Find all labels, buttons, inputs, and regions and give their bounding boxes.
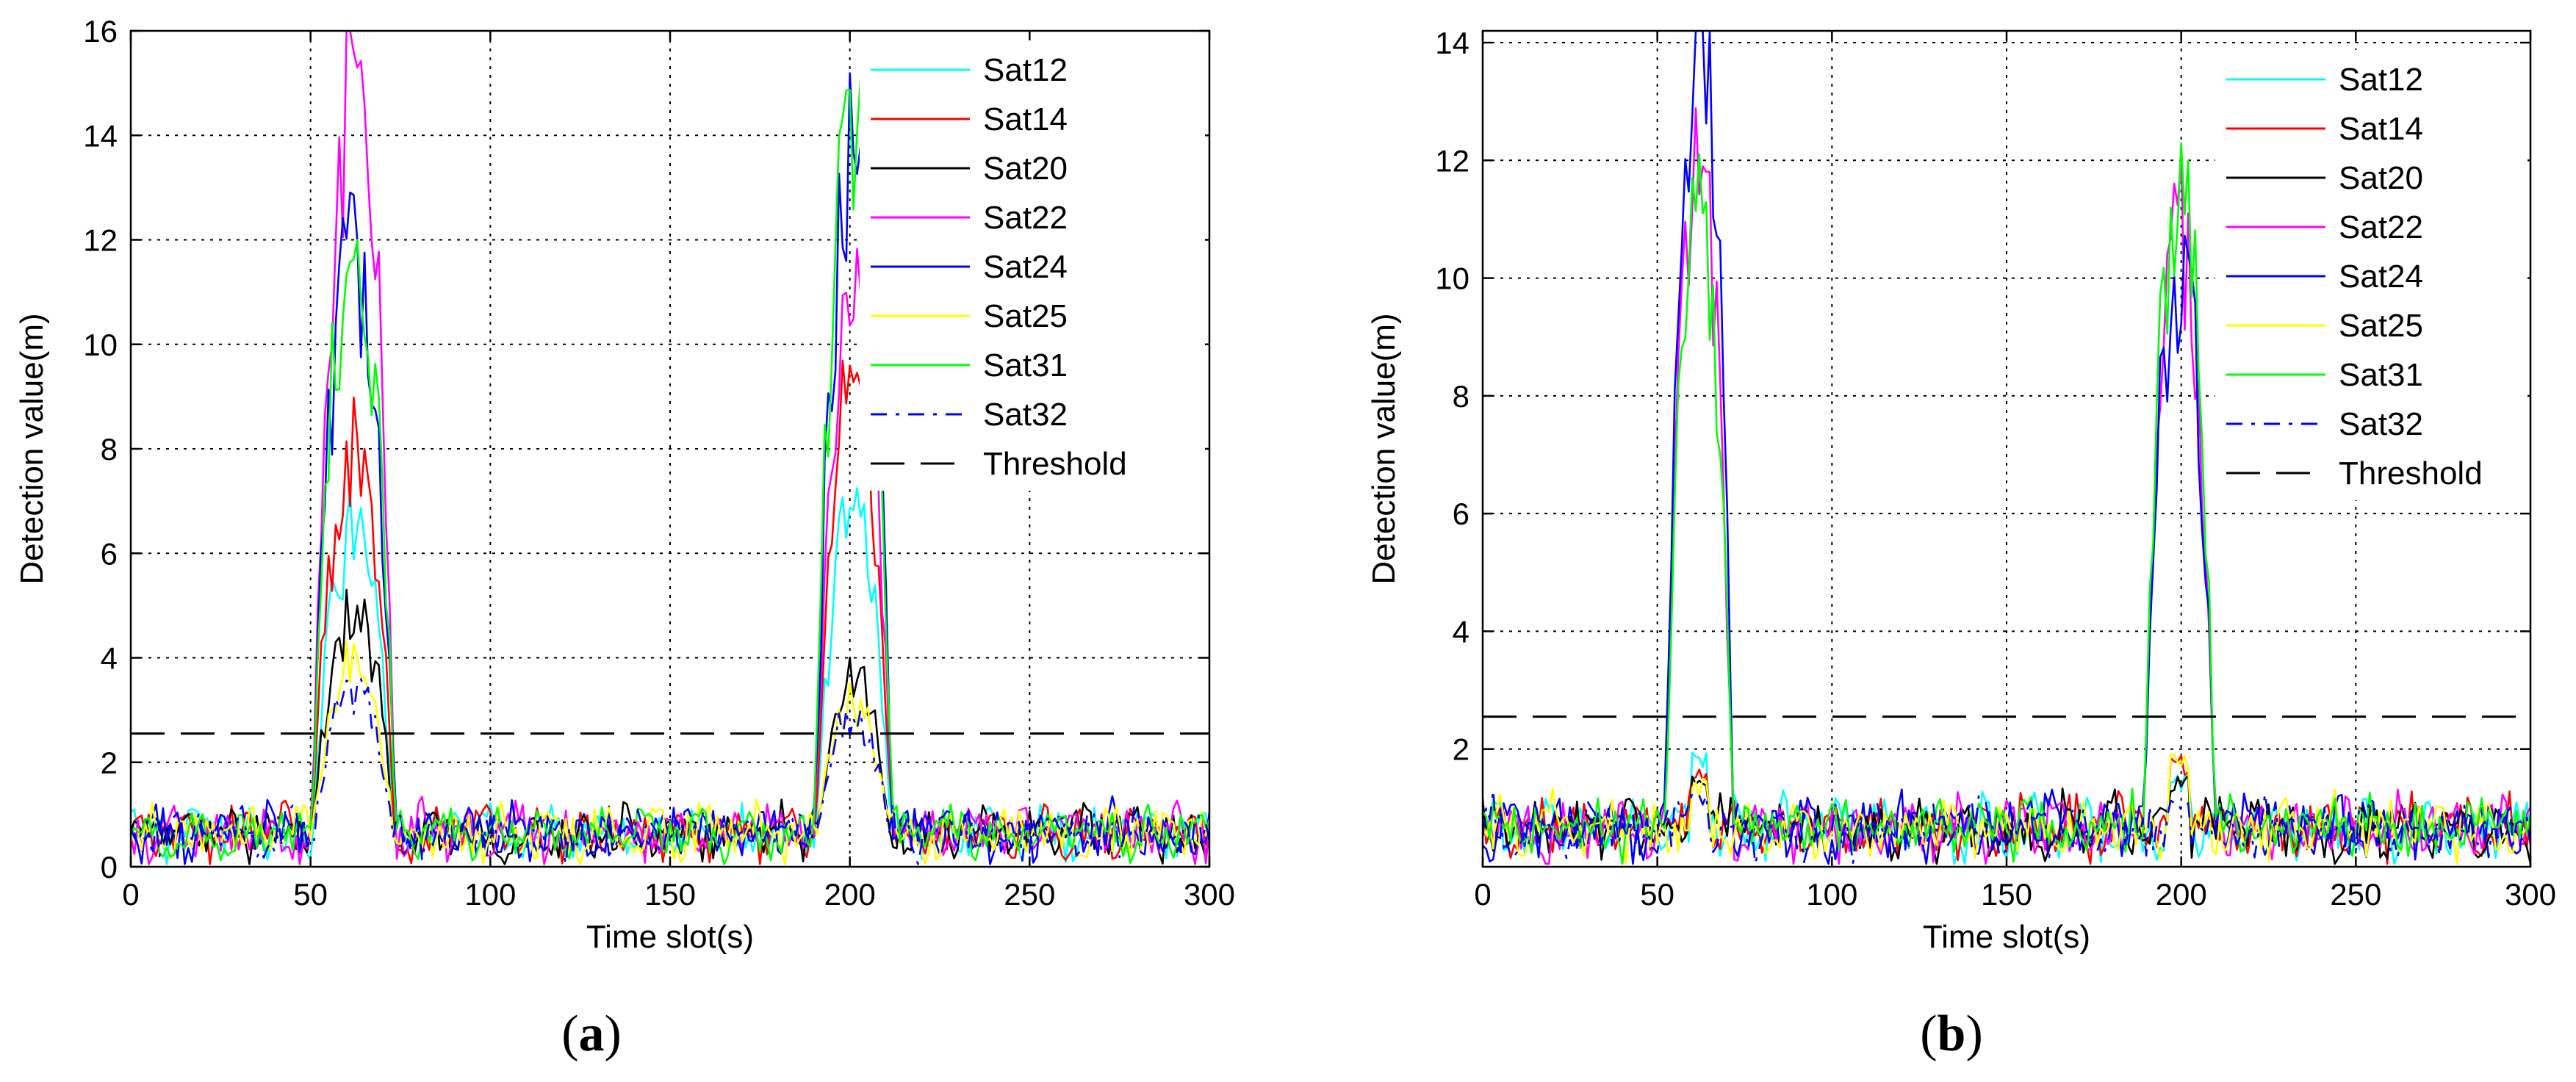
y-tick-label: 12 xyxy=(83,223,118,258)
legend-label-sat25: Sat25 xyxy=(983,298,1068,334)
x-tick-label: 50 xyxy=(1640,877,1674,912)
series-line-sat32 xyxy=(1483,789,2530,865)
legend: Sat12 Sat14 Sat20 Sat22 Sat24 Sat25 Sat31 Sat32… xyxy=(2215,50,2528,500)
x-axis-label: Time slot(s) xyxy=(586,919,754,955)
x-tick-label: 100 xyxy=(1806,877,1857,912)
x-tick-label: 0 xyxy=(122,877,139,912)
legend-label-sat24: Sat24 xyxy=(983,249,1068,285)
legend-label-threshold: Threshold xyxy=(2339,455,2483,491)
y-tick-label: 10 xyxy=(83,328,118,362)
x-tick-label: 300 xyxy=(2505,877,2556,912)
y-tick-label: 16 xyxy=(83,14,118,48)
x-tick-label: 0 xyxy=(1474,877,1491,912)
legend-label-sat32: Sat32 xyxy=(2339,406,2423,442)
y-axis-label: Detection value(m) xyxy=(1366,313,1402,584)
y-tick-label: 4 xyxy=(1453,614,1469,649)
y-tick-label: 12 xyxy=(1435,143,1469,178)
y-tick-label: 8 xyxy=(1453,379,1469,414)
legend-label-sat12: Sat12 xyxy=(2339,62,2423,98)
y-tick-label: 14 xyxy=(1435,26,1469,60)
y-tick-label: 6 xyxy=(1453,497,1469,531)
x-axis-label: Time slot(s) xyxy=(1923,919,2090,955)
x-tick-label: 200 xyxy=(2156,877,2207,912)
legend-label-sat24: Sat24 xyxy=(2339,259,2423,295)
panel-a-label: (a) xyxy=(561,1006,622,1062)
x-tick-label: 100 xyxy=(464,877,516,912)
chart-panel-a: 0 50 100 150 200 250 300 0 2 4 6 8 10 12 14 16 Time slot… xyxy=(14,14,1235,955)
legend-label-sat20: Sat20 xyxy=(983,151,1068,187)
legend: Sat12 Sat14 Sat20 Sat22 Sat24 Sat25 Sat31 Sat32… xyxy=(860,40,1205,491)
legend-label-sat14: Sat14 xyxy=(983,101,1068,137)
legend-label-sat25: Sat25 xyxy=(2339,308,2423,344)
chart-panel-b: 0 50 100 150 200 250 300 2 4 6 8 10 12 14 Time slot(s)… xyxy=(1366,26,2556,955)
x-tick-label: 150 xyxy=(1981,877,2032,912)
legend-label-sat20: Sat20 xyxy=(2339,160,2423,196)
y-tick-label: 4 xyxy=(101,641,118,676)
legend-label-sat31: Sat31 xyxy=(2339,357,2423,393)
series-line-sat32 xyxy=(131,677,1209,865)
y-tick-label: 2 xyxy=(101,746,118,780)
y-tick-label: 10 xyxy=(1435,262,1469,296)
series-line-sat24 xyxy=(1483,31,2530,865)
legend-label-sat14: Sat14 xyxy=(2339,111,2423,147)
panel-b-label: (b) xyxy=(1920,1006,1983,1062)
x-tick-label: 300 xyxy=(1184,877,1235,912)
series-group xyxy=(1483,31,2530,865)
x-tick-label: 250 xyxy=(1004,877,1055,912)
legend-label-sat31: Sat31 xyxy=(983,347,1068,383)
y-axis-label: Detection value(m) xyxy=(14,313,50,584)
x-tick-label: 250 xyxy=(2330,877,2381,912)
legend-label-sat22: Sat22 xyxy=(983,200,1068,236)
x-tick-label: 150 xyxy=(644,877,696,912)
y-tick-label: 2 xyxy=(1453,732,1469,767)
y-tick-label: 8 xyxy=(101,432,118,466)
legend-label-sat22: Sat22 xyxy=(2339,209,2423,245)
x-tick-label: 50 xyxy=(293,877,328,912)
legend-label-sat32: Sat32 xyxy=(983,397,1068,433)
series-group xyxy=(131,31,1209,865)
series-line-sat25 xyxy=(1483,753,2530,865)
y-tick-label: 6 xyxy=(101,536,118,571)
y-tick-label: 14 xyxy=(83,118,118,153)
legend-label-sat12: Sat12 xyxy=(983,52,1068,88)
legend-label-threshold: Threshold xyxy=(983,446,1127,482)
x-tick-label: 200 xyxy=(824,877,876,912)
series-line-sat31 xyxy=(1483,142,2530,865)
y-tick-label: 0 xyxy=(101,850,118,884)
